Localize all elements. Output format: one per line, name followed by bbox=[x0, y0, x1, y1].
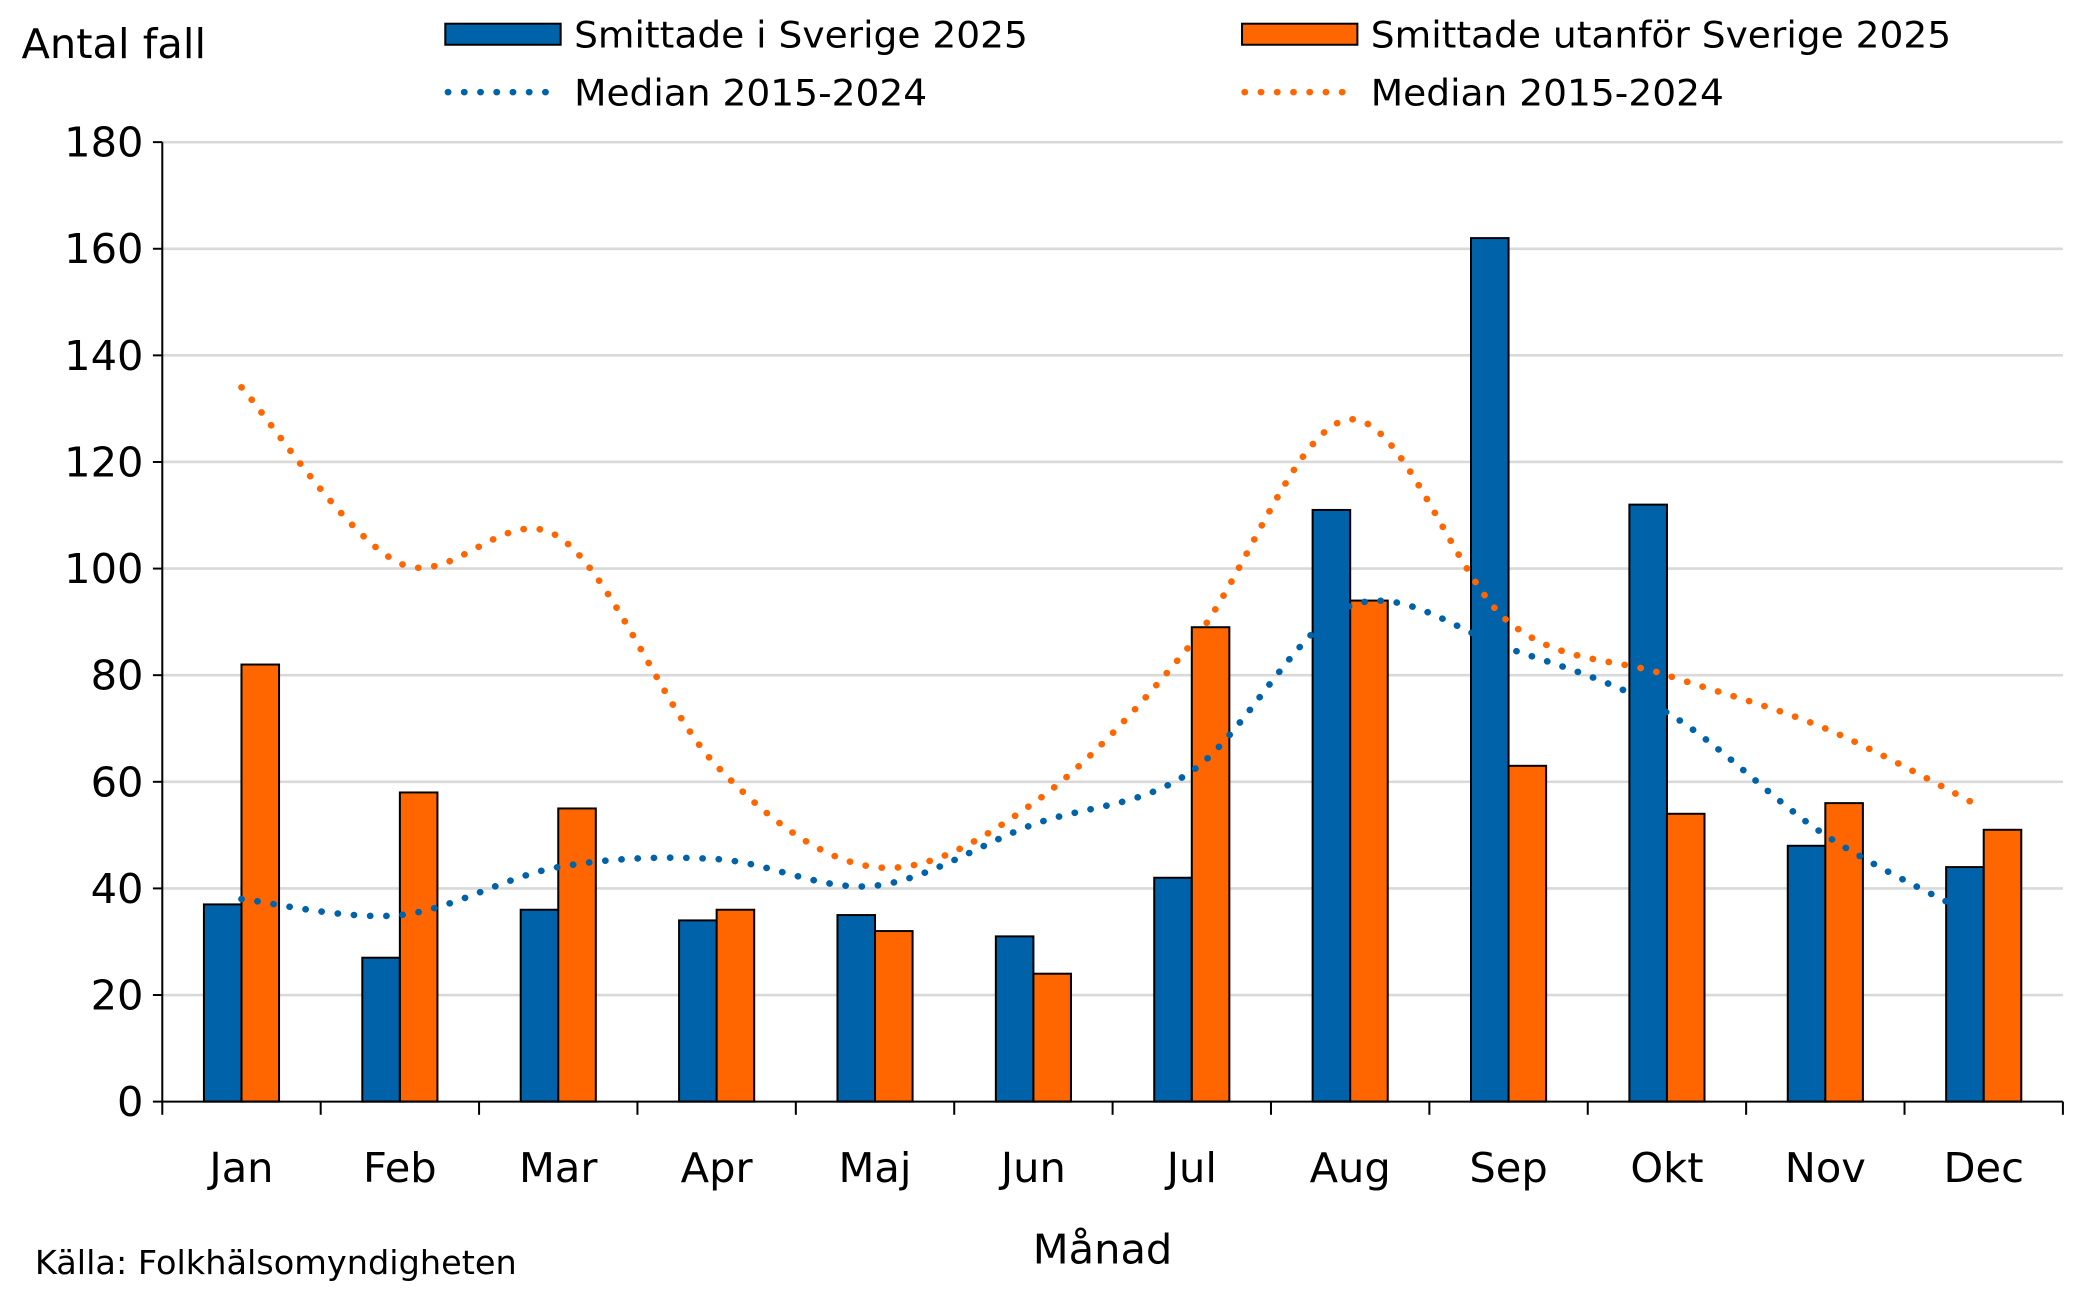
axes: 0 20 40 60 80 100 120 140 160 180 Jan Feb Mar Apr Maj J… bbox=[64, 119, 2064, 1192]
bar bbox=[1628, 503, 1668, 1103]
y-tick-label: 80 bbox=[91, 652, 144, 700]
bar bbox=[1349, 599, 1389, 1103]
y-tick-label: 140 bbox=[64, 332, 143, 380]
median-line bbox=[238, 597, 1988, 924]
y-tick-label: 40 bbox=[91, 865, 144, 913]
x-axis-title: Månad bbox=[1033, 1226, 1173, 1274]
y-tick-label: 120 bbox=[64, 439, 143, 487]
bar bbox=[557, 807, 597, 1103]
x-tick-label: Aug bbox=[1310, 1144, 1391, 1192]
legend-swatch bbox=[1241, 22, 1359, 46]
y-tick-label: 100 bbox=[64, 545, 143, 593]
bar bbox=[836, 914, 877, 1103]
bar bbox=[715, 908, 756, 1103]
bar bbox=[398, 791, 439, 1103]
bar bbox=[1786, 844, 1827, 1103]
bar bbox=[1469, 237, 1510, 1103]
bar bbox=[1311, 508, 1352, 1103]
legend: Smittade i Sverige 2025 Smittade utanför … bbox=[444, 13, 1951, 115]
legend-label: Smittade i Sverige 2025 bbox=[574, 13, 1028, 57]
bar bbox=[1153, 876, 1193, 1103]
x-tick-label: Feb bbox=[363, 1144, 437, 1192]
legend-swatch bbox=[444, 22, 562, 46]
y-tick-label: 180 bbox=[64, 119, 143, 167]
bar bbox=[1032, 972, 1072, 1103]
y-tick-label: 160 bbox=[64, 226, 143, 274]
x-tick-label: Nov bbox=[1785, 1144, 1866, 1192]
bar bbox=[519, 908, 560, 1103]
x-tick-label: Mar bbox=[519, 1144, 598, 1192]
bar bbox=[1665, 812, 1706, 1103]
legend-label: Median 2015-2024 bbox=[1371, 71, 1724, 115]
gridlines bbox=[162, 140, 2063, 997]
median-lines bbox=[238, 384, 1988, 924]
x-tick-label: Apr bbox=[681, 1144, 753, 1192]
bars bbox=[202, 237, 2023, 1103]
bar bbox=[678, 919, 718, 1103]
legend-label: Smittade utanför Sverige 2025 bbox=[1371, 13, 1951, 57]
x-tick-label: Jul bbox=[1164, 1144, 1217, 1192]
y-tick-label: 0 bbox=[117, 1078, 143, 1126]
bar bbox=[994, 935, 1035, 1103]
y-tick-label: 60 bbox=[91, 759, 144, 807]
y-axis-title: Antal fall bbox=[21, 20, 206, 68]
source-note: Källa: Folkhälsomyndigheten bbox=[35, 1243, 517, 1282]
legend-label: Median 2015-2024 bbox=[574, 71, 927, 115]
bar bbox=[1190, 626, 1231, 1103]
x-tick-label: Jun bbox=[998, 1144, 1066, 1192]
bar bbox=[1507, 764, 1548, 1103]
x-tick-label: Dec bbox=[1943, 1144, 2023, 1192]
bar bbox=[240, 663, 281, 1103]
bar bbox=[361, 956, 401, 1103]
x-tick-label: Sep bbox=[1469, 1144, 1547, 1192]
x-tick-label: Okt bbox=[1630, 1144, 1703, 1192]
y-tick-label: 20 bbox=[91, 972, 144, 1020]
bar bbox=[1982, 828, 2023, 1103]
bar bbox=[874, 930, 914, 1103]
median-line bbox=[238, 384, 1988, 872]
bar bbox=[202, 903, 243, 1103]
bar bbox=[1945, 866, 1985, 1103]
x-tick-label: Maj bbox=[839, 1144, 912, 1192]
x-tick-label: Jan bbox=[206, 1144, 273, 1192]
